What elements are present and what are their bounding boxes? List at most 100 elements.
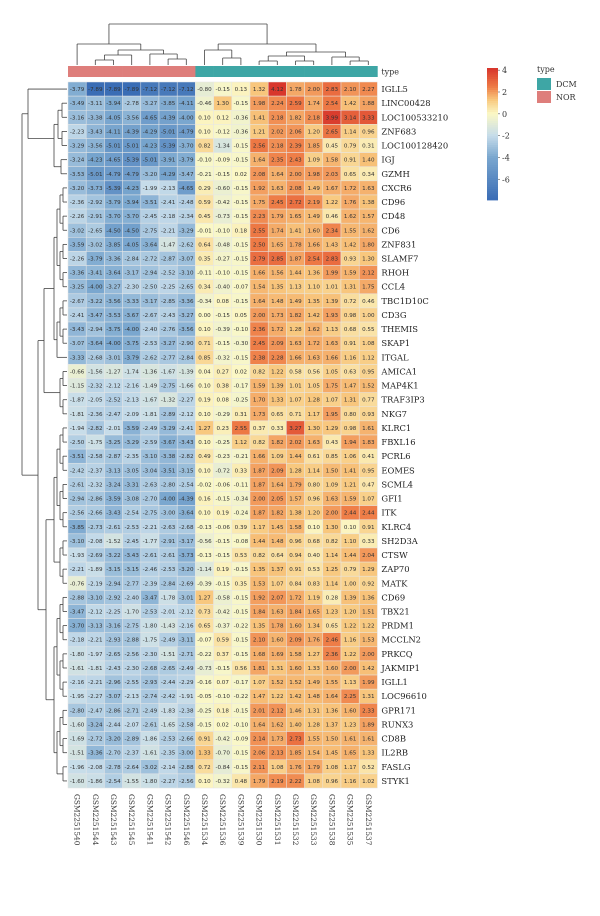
- cell-value: -0.84: [215, 765, 230, 771]
- cell-value: 1.10: [307, 285, 320, 291]
- cell-value: 1.05: [326, 369, 339, 375]
- cell-value: -4.00: [106, 341, 121, 347]
- cell-value: -1.80: [143, 624, 158, 630]
- cell-value: -1.74: [124, 369, 139, 375]
- cell-value: -3.73: [179, 553, 194, 559]
- cell-value: -2.32: [88, 482, 102, 488]
- cell-value: -3.16: [70, 115, 85, 121]
- cell-value: -0.15: [234, 355, 249, 361]
- cell-value: -3.20: [179, 567, 194, 573]
- cell-value: -0.36: [234, 129, 249, 135]
- cell-value: 0.39: [235, 525, 248, 531]
- cell-value: -3.59: [70, 242, 85, 248]
- colorbar-segment: [487, 186, 498, 190]
- cell-value: 1.78: [271, 624, 284, 630]
- cell-value: -3.20: [143, 172, 158, 178]
- row-label: AMICA1: [380, 366, 417, 376]
- cell-value: -3.56: [124, 115, 139, 121]
- cell-value: 1.75: [253, 200, 266, 206]
- cell-value: -2.13: [124, 694, 139, 700]
- cell-value: -3.79: [106, 200, 121, 206]
- cell-value: -3.15: [179, 468, 194, 474]
- column-label: GSM2251544: [91, 794, 100, 846]
- cell-value: 0.12: [216, 115, 228, 121]
- cell-value: 3.27: [289, 426, 302, 432]
- colorbar-segment: [487, 118, 498, 122]
- cell-value: -3.20: [106, 737, 121, 743]
- cell-value: -3.51: [70, 454, 85, 460]
- cell-value: -2.26: [70, 214, 85, 220]
- cell-value: 0.02: [235, 369, 247, 375]
- cell-value: 2.02: [289, 440, 301, 446]
- cell-value: -2.32: [88, 384, 102, 390]
- annotation-cell: [104, 66, 123, 77]
- cell-value: -0.15: [215, 666, 230, 672]
- row-label: SKAP1: [381, 338, 410, 348]
- cell-value: 1.79: [271, 214, 284, 220]
- cell-value: -0.15: [234, 765, 249, 771]
- cell-value: 1.80: [362, 242, 375, 248]
- row-label: SCML4: [381, 479, 413, 489]
- cell-value: 1.76: [289, 765, 302, 771]
- cell-value: -0.15: [234, 652, 249, 658]
- cell-value: -2.61: [161, 553, 176, 559]
- cell-value: -2.64: [124, 765, 139, 771]
- cell-value: -3.27: [143, 101, 158, 107]
- cell-value: 2.00: [362, 652, 375, 658]
- cell-value: 2.34: [326, 228, 339, 234]
- cell-value: 1.20: [307, 129, 320, 135]
- cell-value: 1.52: [362, 384, 374, 390]
- cell-value: 0.64: [198, 242, 211, 248]
- cell-value: 1.07: [362, 497, 375, 503]
- cell-value: 0.56: [307, 369, 320, 375]
- cell-value: -2.78: [106, 765, 121, 771]
- row-label: SH2D3A: [381, 536, 418, 546]
- cell-value: -4.05: [106, 115, 121, 121]
- cell-value: 1.27: [198, 426, 211, 432]
- cell-value: 1.07: [271, 581, 284, 587]
- cell-value: -2.88: [124, 638, 139, 644]
- cell-value: 1.42: [307, 313, 319, 319]
- cell-value: 1.39: [271, 384, 284, 390]
- cell-value: -0.70: [215, 751, 230, 757]
- heatmap-cells: -3.79 -7.89 -7.89 -7.89 -7.12 -7.12 -7.12 -0.80…: [67, 81, 378, 789]
- cell-value: -3.01: [179, 595, 194, 601]
- row-label: SLAMF7: [381, 254, 418, 264]
- cell-value: 1.35: [253, 624, 266, 630]
- cell-value: -3.53: [70, 172, 85, 178]
- cell-value: -3.08: [124, 497, 139, 503]
- colorbar-segment: [487, 138, 498, 141]
- cell-value: 1.28: [289, 327, 302, 333]
- cell-value: 1.82: [271, 440, 283, 446]
- cell-value: -3.17: [143, 299, 158, 305]
- cell-value: -0.10: [197, 158, 212, 164]
- cell-value: -3.85: [106, 242, 121, 248]
- colorbar-segment: [487, 147, 498, 150]
- cell-value: 0.10: [198, 327, 211, 333]
- cell-value: -1.77: [143, 539, 158, 545]
- cell-value: -2.23: [70, 129, 85, 135]
- cell-value: -2.42: [161, 694, 175, 700]
- cell-value: -2.27: [88, 694, 103, 700]
- cell-value: -0.17: [234, 384, 249, 390]
- row-label: CD8B: [381, 734, 406, 744]
- cell-value: -3.15: [124, 567, 139, 573]
- cell-value: -2.07: [124, 722, 139, 728]
- cell-value: -0.76: [70, 581, 85, 587]
- colorbar-segment: [487, 103, 498, 106]
- cell-value: -1.93: [70, 553, 85, 559]
- cell-value: 1.08: [271, 765, 284, 771]
- cell-value: 1.06: [344, 454, 357, 460]
- cell-value: 2.12: [271, 708, 283, 714]
- cell-value: 1.14: [307, 468, 320, 474]
- cell-value: -2.68: [88, 355, 103, 361]
- row-label: ITGAL: [381, 352, 409, 362]
- colorbar-segment: [487, 92, 498, 95]
- colorbar-segment: [487, 79, 498, 82]
- cell-value: 0.85: [198, 355, 211, 361]
- cell-value: 2.59: [289, 101, 302, 107]
- cell-value: -3.33: [124, 299, 139, 305]
- cell-value: 2.36: [253, 327, 266, 333]
- cell-value: -4.65: [179, 186, 194, 192]
- cell-value: -4.79: [106, 172, 121, 178]
